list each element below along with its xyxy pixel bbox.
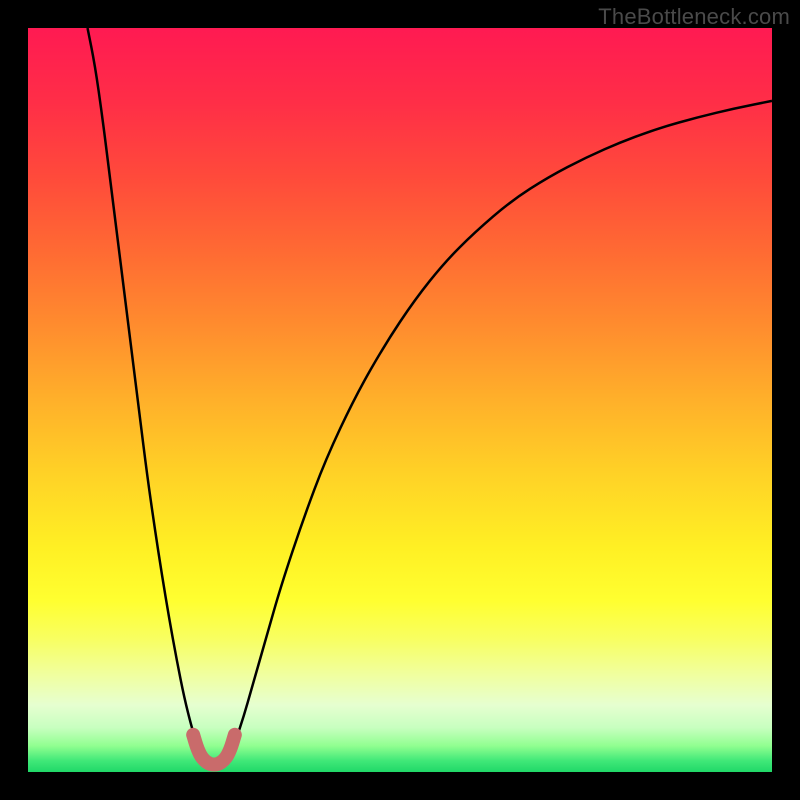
watermark-text: TheBottleneck.com <box>598 4 790 30</box>
bottleneck-chart <box>0 0 800 800</box>
chart-root: TheBottleneck.com <box>0 0 800 800</box>
plot-background <box>28 28 772 772</box>
